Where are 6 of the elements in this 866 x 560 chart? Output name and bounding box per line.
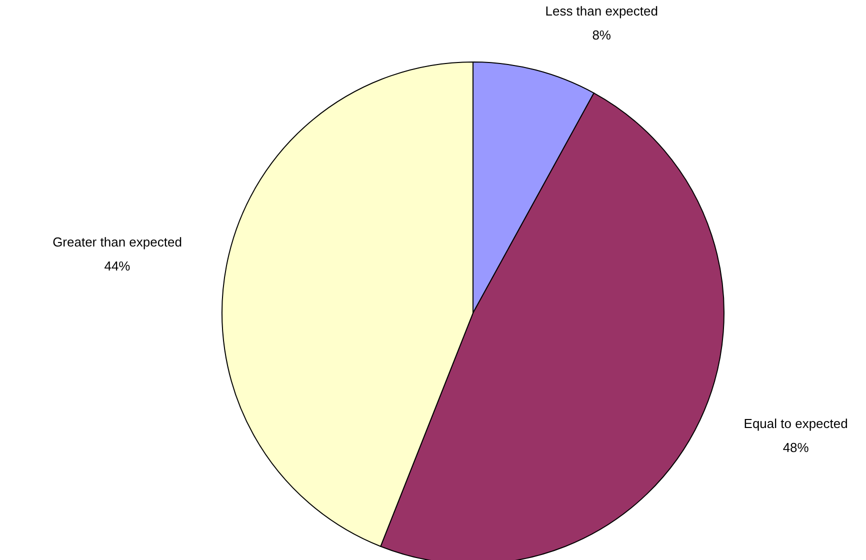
slice-label: Greater than expected	[52, 234, 182, 250]
data-label: 8%	[592, 27, 612, 42]
data-label: 48%	[782, 440, 810, 456]
slice-label: Less than expected	[545, 3, 658, 18]
slice-label: Equal to expected	[744, 416, 848, 432]
data-label: 44%	[104, 258, 131, 274]
